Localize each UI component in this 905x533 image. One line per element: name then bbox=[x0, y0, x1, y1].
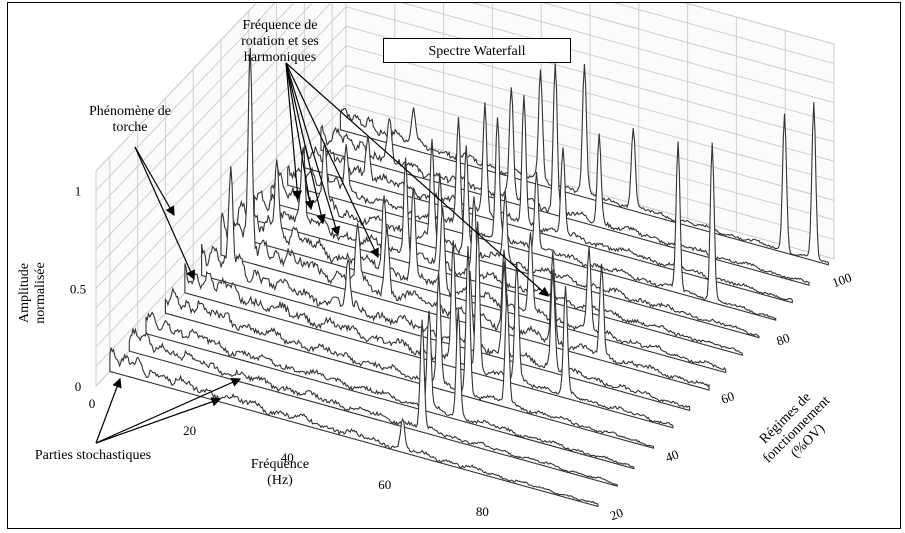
y-tick-label: 40 bbox=[663, 446, 680, 465]
z-tick-label: 0.5 bbox=[70, 281, 86, 296]
annotation-arrows bbox=[95, 62, 549, 444]
grid-line-z bbox=[345, 84, 835, 221]
grid-line-z bbox=[683, 3, 835, 45]
annotation-arrow bbox=[95, 378, 242, 444]
z-tick-label: 0 bbox=[75, 379, 82, 394]
spectrum-33 bbox=[145, 308, 635, 470]
annotation-arrow bbox=[95, 397, 222, 444]
spectrum-27 bbox=[128, 319, 618, 487]
spectrum-20 bbox=[109, 347, 599, 508]
waterfall-chart: 0 20 40 60 80 20 40 60 80 100 0 0.5 1 Fréquence (Hz) R… bbox=[17, 3, 854, 524]
x-tick-label: 20 bbox=[183, 423, 196, 438]
spectrum-84 bbox=[287, 117, 777, 321]
spectra-series bbox=[109, 48, 829, 508]
x-tick-label: 60 bbox=[378, 477, 391, 492]
chart-title: Spectre Waterfall bbox=[383, 38, 571, 63]
grid-line-z bbox=[471, 3, 835, 104]
y-tick-label: 100 bbox=[830, 270, 853, 291]
grid-line-z bbox=[345, 6, 835, 143]
z-tick-label: 1 bbox=[75, 184, 82, 199]
grid-line-z bbox=[345, 45, 835, 182]
grid-line-z bbox=[345, 64, 835, 201]
grid-line-z bbox=[345, 103, 835, 240]
tick-labels: 0 20 40 60 80 20 40 60 80 100 0 0.5 1 bbox=[70, 184, 854, 524]
x-tick-label: 0 bbox=[89, 396, 96, 411]
z-axis-label: Amplitudenormalisée bbox=[17, 262, 48, 323]
annotation-arrow bbox=[285, 62, 549, 297]
spectrum-66 bbox=[237, 159, 727, 374]
spectrum-103 bbox=[339, 64, 829, 266]
spectrum-78 bbox=[270, 138, 760, 339]
annotation-arrow bbox=[134, 146, 175, 217]
annotation-arrow bbox=[285, 62, 341, 237]
spectrum-53 bbox=[201, 166, 691, 412]
annotation-arrow bbox=[285, 62, 379, 259]
annotation-harmonics: Fréquence de rotation et ses harmoniques bbox=[241, 18, 319, 65]
x-tick-label: 40 bbox=[281, 450, 294, 465]
annotation-arrow bbox=[285, 62, 303, 201]
x-axis-label: Fréquence (Hz) bbox=[251, 457, 309, 488]
annotation-arrow bbox=[285, 62, 326, 225]
annotation-arrow bbox=[95, 377, 122, 444]
y-tick-label: 20 bbox=[608, 505, 625, 524]
grid-line-z bbox=[613, 3, 835, 65]
y-axis-label: Régimes defonctionnement(%OV) bbox=[749, 382, 844, 477]
annotation-stochastic: Parties stochastiques bbox=[35, 448, 151, 463]
x-tick-label: 80 bbox=[476, 504, 489, 519]
spectrum-40 bbox=[164, 245, 654, 449]
grid-line-z bbox=[401, 3, 835, 123]
annotation-torch: Phénomène de torche bbox=[89, 104, 171, 135]
grid-line-z bbox=[542, 3, 835, 84]
annotation-arrow bbox=[134, 146, 195, 281]
annotation-arrow bbox=[285, 62, 315, 211]
y-tick-label: 80 bbox=[774, 330, 791, 349]
y-tick-label: 60 bbox=[719, 388, 736, 407]
chart-frame: 0 20 40 60 80 20 40 60 80 100 0 0.5 1 Fréquence (Hz) R… bbox=[7, 2, 901, 529]
